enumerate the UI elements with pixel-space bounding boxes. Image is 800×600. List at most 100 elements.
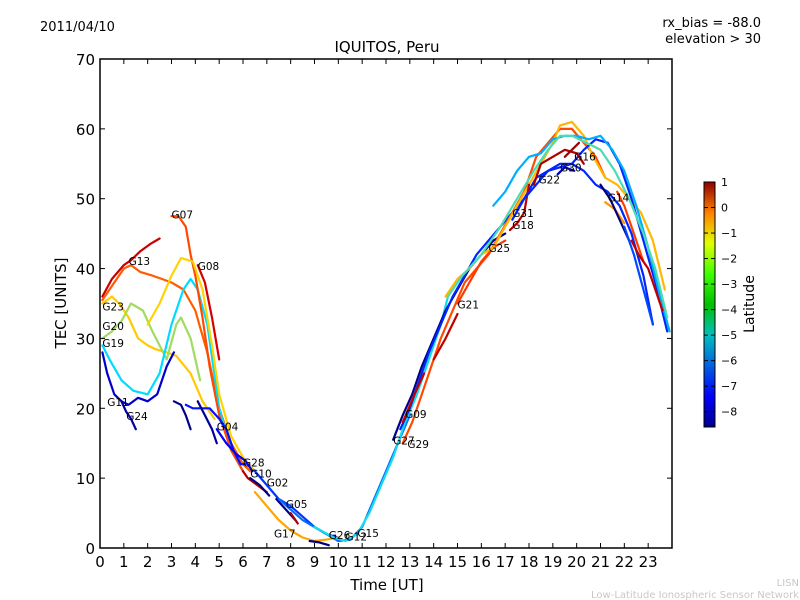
x-tick-label: 18 — [519, 553, 538, 571]
x-tick-label: 13 — [400, 553, 419, 571]
satellite-label: G12 — [346, 531, 368, 543]
x-axis-label: Time [UT] — [349, 576, 423, 594]
date-label: 2011/04/10 — [40, 20, 115, 35]
colorbar-label: Latitude — [742, 275, 758, 333]
series-g28b — [172, 400, 192, 431]
colorbar-tick-label: −7 — [721, 380, 737, 393]
x-tick-label: 3 — [167, 553, 177, 571]
series-g01 — [623, 225, 655, 326]
series-g28-hump — [184, 403, 247, 466]
colorbar-tick-label: −5 — [721, 329, 737, 342]
x-tick-label: 16 — [472, 553, 491, 571]
colorbar-tick-label: −8 — [721, 406, 737, 419]
satellite-label: G15 — [357, 528, 379, 540]
series-g21b — [456, 239, 507, 305]
satellite-label: G16 — [574, 151, 596, 163]
series-g17 — [253, 491, 340, 543]
satellite-label: G11 — [107, 397, 129, 409]
y-tick-label: 20 — [76, 400, 95, 418]
series-g05b — [289, 511, 299, 525]
series-g24 — [120, 400, 137, 431]
x-tick-label: 23 — [639, 553, 658, 571]
satellite-label: G20 — [102, 321, 124, 333]
y-tick-label: 60 — [76, 121, 95, 139]
series-g21 — [432, 312, 459, 361]
satellite-label: G27 — [393, 436, 415, 448]
x-tick-label: 2 — [143, 553, 153, 571]
series-g13 — [101, 237, 161, 298]
colorbar-ticks: 1 0 −1 −2 −3 −4 −5 −6 −7 −8 — [704, 176, 737, 419]
series-g29 — [401, 127, 607, 445]
y-axis: 0 10 20 30 40 50 60 70 — [76, 51, 672, 558]
satellite-label: G18 — [512, 220, 534, 232]
series-g07 — [170, 215, 245, 473]
series-g08 — [196, 264, 221, 361]
x-tick-label: 4 — [191, 553, 201, 571]
satellite-label: G07 — [172, 209, 194, 221]
series-g07b — [146, 257, 256, 473]
series-g16b — [616, 190, 645, 263]
x-tick-label: 12 — [376, 553, 395, 571]
series-g32 — [630, 239, 664, 312]
x-tick-label: 22 — [615, 553, 634, 571]
satellite-label: G29 — [407, 439, 429, 451]
y-tick-label: 0 — [85, 540, 95, 558]
colorbar-tick-label: −6 — [721, 355, 737, 368]
rx-bias-label: rx_bias = -88.0 — [662, 16, 761, 31]
colorbar-tick-label: 0 — [721, 202, 728, 215]
elevation-label: elevation > 30 — [665, 32, 761, 47]
y-tick-label: 10 — [76, 470, 95, 488]
satellite-label: G23 — [102, 302, 124, 314]
series-g16 — [563, 141, 581, 158]
series-g19 — [101, 277, 245, 473]
x-tick-label: 10 — [329, 553, 348, 571]
chart-title: IQUITOS, Peru — [334, 38, 439, 56]
series-g18 — [508, 183, 531, 232]
satellite-label: G02 — [267, 478, 289, 490]
satellite-label: G13 — [129, 256, 151, 268]
satellite-label: G17 — [274, 529, 296, 541]
satellite-label: G22 — [539, 174, 561, 186]
satellite-label: G21 — [458, 299, 480, 311]
satellite-label: G04 — [217, 422, 239, 434]
satellite-label: G10 — [250, 468, 272, 480]
x-tick-label: 7 — [262, 553, 272, 571]
series-g03 — [446, 134, 669, 319]
series-g23 — [101, 295, 216, 420]
series-g04 — [215, 428, 254, 473]
series-g20r — [492, 134, 671, 333]
satellite-label: G25 — [489, 243, 511, 255]
satellite-label: G31 — [512, 208, 534, 220]
series-g11 — [101, 351, 175, 406]
colorbar-tick-label: −1 — [721, 227, 737, 240]
y-tick-label: 30 — [76, 330, 95, 348]
x-tick-label: 1 — [119, 553, 129, 571]
x-tick-label: 15 — [448, 553, 467, 571]
x-tick-label: 21 — [591, 553, 610, 571]
colorbar-tick-label: −4 — [721, 304, 737, 317]
x-tick-label: 20 — [567, 553, 586, 571]
satellite-label: G14 — [608, 193, 630, 205]
y-tick-label: 40 — [76, 261, 95, 279]
satellite-label: G08 — [198, 261, 220, 273]
series-g20 — [101, 302, 202, 382]
satellite-label: G28 — [243, 457, 265, 469]
x-tick-label: 5 — [214, 553, 224, 571]
y-axis-label: TEC [UNITS] — [52, 258, 70, 350]
x-tick-label: 0 — [95, 553, 105, 571]
colorbar-tick-label: 1 — [721, 176, 728, 189]
org-short: LISN — [777, 578, 799, 589]
series-g25 — [444, 120, 666, 298]
colorbar — [703, 181, 716, 428]
series-layer — [101, 120, 671, 547]
satellite-label: G19 — [102, 338, 124, 350]
x-tick-label: 17 — [496, 553, 515, 571]
x-tick-label: 6 — [238, 553, 248, 571]
series-g22 — [532, 148, 585, 186]
series-g10 — [249, 477, 271, 497]
satellite-label: G30 — [560, 163, 582, 175]
y-tick-label: 50 — [76, 191, 95, 209]
satellite-label: G09 — [405, 409, 427, 421]
